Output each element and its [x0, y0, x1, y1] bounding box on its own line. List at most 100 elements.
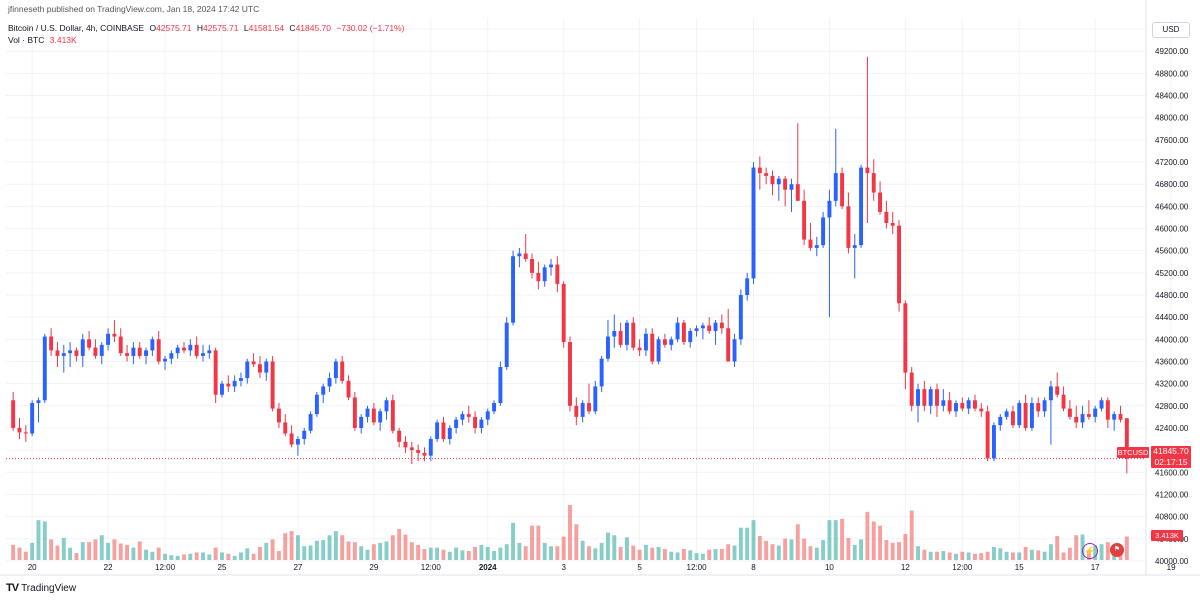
volume-bar: [55, 545, 60, 560]
candle-body: [568, 342, 572, 406]
volume-bar: [289, 531, 294, 560]
x-tick-label: 25: [218, 563, 227, 572]
candle-body: [416, 450, 421, 453]
volume-bar: [821, 540, 826, 560]
x-tick-label: 19: [1167, 563, 1176, 572]
volume-bar: [460, 550, 465, 560]
volume-bar: [738, 527, 743, 560]
candle-body: [163, 358, 167, 362]
volume-bar: [447, 551, 452, 560]
volume-bar: [1074, 535, 1079, 560]
volume-bar: [359, 546, 364, 560]
volume-bar: [435, 547, 440, 560]
candle-body: [871, 173, 876, 193]
volume-bar: [954, 553, 958, 560]
currency-button[interactable]: USD: [1152, 22, 1190, 38]
y-tick-label: 40800.00: [1155, 513, 1189, 522]
candle-body: [479, 419, 484, 428]
candle-body: [409, 447, 414, 451]
candle-body: [106, 333, 111, 345]
volume-bar: [662, 549, 667, 560]
volume-bar: [878, 525, 883, 560]
candle-body: [93, 347, 98, 356]
volume-bar: [808, 546, 813, 560]
x-tick-label: 12:00: [421, 563, 442, 572]
volume-bar: [163, 553, 167, 560]
candle-body: [1099, 400, 1104, 409]
volume-bar: [23, 551, 28, 560]
candle-body: [1093, 408, 1098, 417]
y-tick-label: 49200.00: [1155, 47, 1189, 56]
candle-body: [618, 331, 623, 345]
volume-bar: [732, 545, 737, 560]
candle-body: [1023, 403, 1028, 428]
candle-body: [719, 322, 724, 329]
candle-body: [903, 303, 908, 373]
candle-body: [1010, 411, 1015, 426]
volume-bar: [409, 542, 414, 560]
x-tick-label: 8: [751, 563, 756, 572]
candle-body: [599, 358, 604, 387]
volume-bar: [827, 520, 832, 560]
volume-bar: [561, 536, 566, 560]
lightning-icon[interactable]: ⚡: [1082, 543, 1098, 559]
candle-body: [833, 173, 838, 201]
candle-body: [511, 256, 516, 323]
candle-body: [656, 339, 661, 362]
candle-body: [238, 378, 243, 381]
candle-body: [454, 419, 459, 428]
volume-bar: [764, 540, 769, 560]
candle-body: [220, 383, 224, 395]
volume-bar: [757, 535, 762, 560]
y-tick-label: 44000.00: [1155, 335, 1189, 344]
candle-body: [827, 200, 832, 218]
candle-body: [922, 389, 927, 406]
candle-body: [675, 322, 680, 340]
candle-body: [169, 353, 174, 359]
volume-bar: [61, 538, 66, 560]
volume-bar: [11, 544, 16, 560]
x-tick-label: 22: [104, 563, 113, 572]
x-tick-label: 17: [1091, 563, 1100, 572]
tradingview-logo[interactable]: TV TradingView: [6, 582, 76, 594]
x-tick-label: 12:00: [687, 563, 708, 572]
x-tick-label: 2024: [479, 563, 497, 572]
volume-bar: [175, 555, 180, 560]
volume-bar: [928, 551, 933, 560]
publisher-line: jfinneseth published on TradingView.com,…: [8, 4, 260, 14]
volume-bar: [688, 550, 693, 560]
candle-body: [852, 245, 857, 248]
y-tick-label: 42800.00: [1155, 402, 1189, 411]
candle-body: [201, 353, 205, 356]
x-tick-label: 27: [293, 563, 302, 572]
bar-countdown: 02:17:15: [1154, 457, 1188, 467]
candle-body: [1004, 411, 1009, 417]
us-flag-icon[interactable]: ⚑: [1110, 543, 1124, 557]
candle-body: [878, 192, 883, 212]
volume-bar: [979, 553, 984, 560]
candle-body: [99, 344, 104, 356]
volume-bar: [295, 535, 300, 560]
candle-body: [909, 372, 914, 406]
volume-bar: [49, 539, 54, 560]
volume-bar: [669, 551, 674, 560]
volume-bar: [941, 551, 946, 560]
candle-body: [549, 264, 553, 268]
candle-body: [631, 322, 636, 348]
y-tick-label: 43200.00: [1155, 380, 1189, 389]
volume-tag: 3.413K: [1151, 530, 1183, 541]
candle-body: [504, 322, 509, 368]
candle-body: [270, 361, 275, 409]
candle-body: [745, 278, 750, 295]
candle-body: [1048, 386, 1053, 401]
volume-bar: [68, 547, 73, 560]
y-tick-label: 41600.00: [1155, 468, 1189, 477]
candle-body: [840, 173, 845, 207]
low-value: 41581.54: [248, 23, 285, 33]
volume-bar: [991, 546, 996, 560]
volume-bar: [637, 549, 642, 560]
candle-body: [131, 347, 136, 356]
candle-body: [700, 325, 705, 329]
candle-body: [156, 339, 161, 362]
